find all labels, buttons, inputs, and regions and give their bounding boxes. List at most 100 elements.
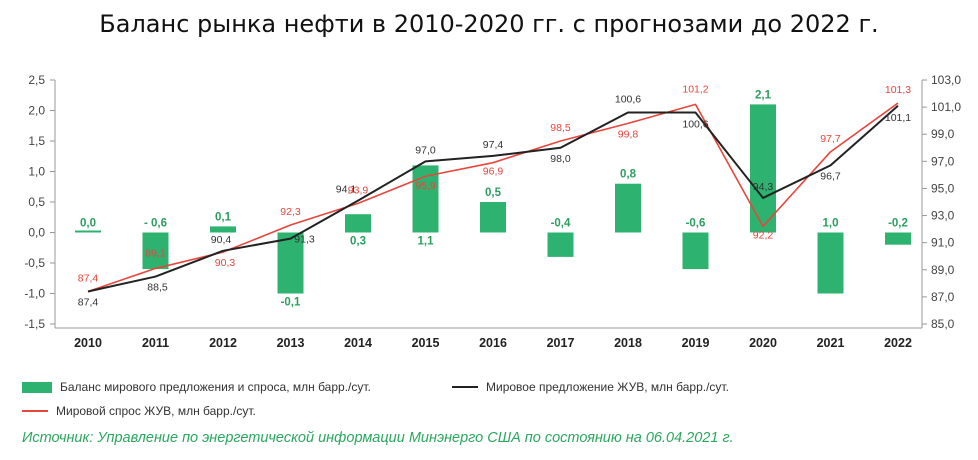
demand-value-label: 90,3 [215,257,236,269]
supply-value-label: 88,5 [147,282,168,294]
supply-value-label: 98,0 [550,153,571,165]
balance-bar-label: 2,1 [755,89,772,101]
balance-bar-label: 1,1 [418,236,435,248]
balance-bar-label: 0,3 [350,236,366,248]
right-tick-label: 101,0 [931,100,961,114]
x-tick-label: 2022 [884,336,912,350]
right-tick-label: 103,0 [931,73,961,87]
balance-bar-label: 0,5 [485,187,502,199]
x-tick-label: 2011 [142,336,169,350]
balance-bar [547,232,574,257]
supply-line [87,105,899,293]
right-tick-label: 85,0 [931,317,955,331]
balance-bar [142,232,169,270]
supply-value-label: 96,7 [820,170,841,182]
x-axis-ticks: 2010 2011 2012 2013 2014 2015 2016 2017 2018 2019… [74,336,912,350]
right-tick-label: 89,0 [931,263,955,277]
balance-bar-label: 0,1 [215,211,232,223]
legend-item-demand: Мировой спрос ЖУВ, млн барр./сут. [22,404,256,418]
x-tick-label: 2014 [344,336,372,350]
demand-value-label: 97,7 [820,133,841,145]
left-tick-label: 0,5 [28,195,45,209]
right-tick-label: 91,0 [931,236,955,250]
left-tick-label: 2,5 [28,73,45,87]
right-axis-ticks: 85,0 87,0 89,0 91,0 93,0 95,0 97,0 99,0 101,0 103… [922,73,961,331]
x-tick-label: 2010 [74,336,102,350]
oil-balance-chart: -1,5-1,0-0,50,00,51,01,52,02,5 85,087,08… [24,73,961,350]
left-tick-label: -1,5 [24,317,45,331]
supply-value-label: 87,4 [78,296,99,308]
x-tick-label: 2017 [547,336,575,350]
balance-bar-label: -0,6 [686,218,706,230]
x-tick-label: 2015 [412,336,440,350]
x-tick-label: 2012 [209,336,237,350]
legend-swatch-supply [452,386,478,388]
demand-value-label: 96,9 [483,166,504,178]
legend-item-supply: Мировое предложение ЖУВ, млн барр./сут. [452,380,729,394]
demand-value-label: 99,8 [618,128,639,140]
supply-value-label: 97,0 [415,144,436,156]
supply-value-label: 101,1 [885,112,911,124]
left-tick-label: 1,5 [28,134,45,148]
demand-value-label: 95,9 [415,180,436,192]
right-tick-label: 87,0 [931,290,955,304]
balance-bar-label: 1,0 [823,218,839,230]
demand-value-label: 98,5 [550,122,571,134]
left-tick-label: 0,0 [28,226,45,240]
legend-label-balance: Баланс мирового предложения и спроса, мл… [60,380,371,394]
legend-swatch-demand [22,410,48,412]
supply-value-label: 91,3 [294,234,315,246]
x-tick-label: 2013 [277,336,305,350]
balance-bar [75,230,101,233]
balance-bar [817,232,844,294]
demand-value-label: 92,3 [280,206,301,218]
x-tick-label: 2018 [614,336,642,350]
x-tick-label: 2016 [479,336,507,350]
legend-label-supply: Мировое предложение ЖУВ, млн барр./сут. [486,380,729,394]
legend-label-demand: Мировой спрос ЖУВ, млн барр./сут. [56,404,256,418]
demand-value-label: 101,3 [885,84,911,96]
supply-value-label: 94,1 [336,184,357,196]
supply-value-label: 94,3 [753,181,774,193]
demand-value-label: 89,1 [145,247,166,259]
demand-value-label: 101,2 [682,83,708,95]
x-tick-label: 2020 [749,336,777,350]
right-tick-label: 97,0 [931,154,955,168]
balance-bar-label: 0,0 [80,218,96,230]
balance-bars [75,104,911,294]
right-tick-label: 99,0 [931,127,955,141]
data-labels: 0,0 - 0,6 0,1 -0,1 0,3 1,1 0,5 -0,4 0,8 -0,6 2,1 1,… [78,83,912,308]
demand-value-label: 87,4 [78,272,99,284]
x-tick-label: 2019 [682,336,710,350]
balance-bar-label: -0,4 [551,218,571,230]
balance-bar [480,202,506,233]
balance-bar [750,104,776,233]
right-tick-label: 95,0 [931,181,955,195]
demand-value-label: 93,9 [348,184,369,196]
balance-bar [277,232,304,294]
right-tick-label: 93,0 [931,209,955,223]
x-tick-label: 2021 [817,336,845,350]
left-tick-label: 1,0 [28,165,45,179]
supply-value-label: 97,4 [483,139,504,151]
balance-bar [615,183,641,233]
balance-bar [210,226,236,233]
balance-bar [345,214,371,233]
demand-value-label: 92,2 [753,229,774,241]
balance-bar-label: - 0,6 [144,218,167,230]
source-note: Источник: Управление по энергетической и… [22,430,734,446]
balance-bar-label: -0,1 [281,297,301,309]
balance-bar [885,232,911,245]
left-tick-label: 2,0 [28,104,45,118]
left-tick-label: -0,5 [24,256,45,270]
supply-value-label: 100,6 [682,119,708,131]
supply-value-label: 90,4 [211,234,232,246]
left-axis-ticks: -1,5 -1,0 -0,5 0,0 0,5 1,0 1,5 2,0 2,5 [24,73,55,331]
legend-item-balance: Баланс мирового предложения и спроса, мл… [22,380,371,394]
balance-bar-label: -0,2 [888,218,908,230]
left-tick-label: -1,0 [24,287,45,301]
legend-swatch-balance [22,381,52,393]
demand-line [87,102,899,293]
balance-bar-label: 0,8 [620,169,637,181]
chart-title: Баланс рынка нефти в 2010-2020 гг. с про… [99,10,879,38]
